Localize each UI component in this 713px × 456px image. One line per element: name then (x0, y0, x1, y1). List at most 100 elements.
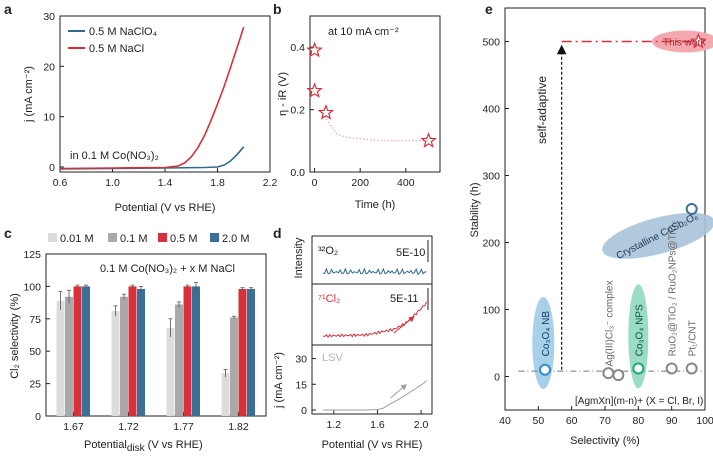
panel-d-lsv-ytick-label: 15 (295, 379, 307, 391)
panel-e-bottom-note: [AgmXn](m-n)+ (X = Cl, Br, I) (575, 396, 703, 407)
panel-a-xtick-label: 1.0 (105, 177, 120, 189)
point-5 (685, 362, 698, 375)
panel-e-ticks: 40 50 60 70 80 90 100 0 100 200 300 400 500 (482, 37, 713, 428)
panel-c-ytick-label: 50 (29, 346, 41, 358)
panel-d-o2-label: ³²O₂ (318, 245, 338, 257)
panel-d-cl2-scale: 5E-11 (390, 293, 419, 305)
legend-label-001M: 0.01 M (60, 233, 94, 245)
point-this-work (690, 32, 707, 49)
panel-c-xtick-label: 1.77 (173, 421, 194, 433)
panel-e-ytick-label: 0 (494, 372, 500, 384)
panel-a-ytick-label: 30 (43, 11, 55, 23)
legend-label-nacl: 0.5 M NaCl (89, 43, 144, 55)
panel-d-frame (311, 235, 433, 415)
panel-e-ylabel: Stability (h) (469, 182, 481, 237)
panel-d-intensity-label: Intensity (293, 237, 305, 278)
panel-d-cl2-label: ⁷¹Cl₂ (318, 293, 340, 305)
panel-d-lsv-arrow (390, 384, 408, 399)
bar-05M-1.82 (238, 289, 247, 416)
panel-b-ylabel: η - iR (V) (277, 72, 289, 116)
panel-c-xlabel-main: Potential (84, 439, 127, 451)
panel-d-ticks: 1.2 1.6 2.0 0 15 30 (295, 354, 428, 431)
panel-d-lsv-ytick-label: 30 (295, 354, 307, 366)
panel-d-o2-trace (322, 267, 427, 276)
panel-e-ytick-label: 100 (482, 305, 500, 317)
panel-c-xtick-label: 1.82 (228, 421, 249, 433)
bar-01M-1.67 (65, 296, 73, 416)
panel-c-bars (56, 282, 255, 416)
point-1 (602, 367, 615, 380)
panel-b-ytick-label: 0.2 (290, 105, 305, 117)
panel-a-xtick-label: 1.8 (210, 177, 225, 189)
bar-05M-1.72 (128, 286, 137, 416)
legend-label-05M: 0.5 M (170, 233, 198, 245)
panel-b-xtick-label: 200 (351, 177, 369, 189)
panel-b-xtick-label: 400 (397, 177, 415, 189)
panel-c-ytick-label: 0 (35, 411, 41, 423)
panel-c-frame (45, 253, 267, 417)
panel-a-xlabel: Potential (V vs RHE) (115, 202, 216, 214)
label-ruo2: RuO₂@TiO₂ / RuO₂NPs@TiO₂ (668, 221, 679, 357)
highlight-cosb2o6 (602, 212, 713, 259)
bar-20M-1.77 (192, 286, 200, 416)
label-agcl-complex: Ag(III)Cl₃⁻ complex (604, 280, 615, 366)
panel-e-xtick-label: 100 (696, 415, 713, 427)
panel-c-xtick-label: 1.67 (63, 421, 84, 433)
panel-e-label: e (485, 1, 493, 17)
panel-e-xtick-label: 40 (499, 415, 511, 427)
panel-d-lsv-ylabel: j (mA cm⁻²) (273, 352, 285, 409)
label-pt1-cnt: Pt₁/CNT (688, 320, 699, 356)
bar-01M-1.82 (230, 317, 238, 416)
bar-05M-1.77 (183, 286, 192, 416)
panel-a-frame (59, 15, 271, 173)
panel-a-ytick-label: 20 (43, 61, 55, 73)
panel-a-lines (59, 26, 245, 170)
bar-001M-1.77 (166, 327, 175, 416)
bar-001M-1.72 (111, 311, 120, 416)
panel-d-xtick-label: 1.6 (370, 419, 385, 431)
panel-d-xtick-label: 2.0 (414, 419, 429, 431)
series-line-nacl (59, 26, 245, 170)
panel-e-xlabel: Selectivity (%) (570, 435, 640, 447)
panel-d-lsv-trace (322, 380, 427, 411)
bar-001M-1.82 (221, 373, 230, 416)
bar-01M-1.72 (120, 296, 128, 416)
panel-c-xlabel: Potentialdisk (V vs RHE) (84, 439, 203, 454)
panel-e-this-work-label: This work (663, 38, 707, 49)
panel-b-annotation: at 10 mA cm⁻² (328, 26, 399, 38)
panel-a-xtick-label: 2.2 (263, 177, 278, 189)
point-3 (632, 362, 645, 375)
panel-b-ticks: 0 200 400 0.0 0.2 0.4 (290, 42, 414, 189)
panel-b-xlabel: Time (h) (355, 199, 396, 211)
bar-20M-1.72 (137, 289, 145, 416)
point-cosb2o6 (685, 203, 698, 215)
panel-b-frame (309, 15, 441, 173)
panel-b-label: b (273, 1, 282, 17)
panel-c-ticks: 0 25 50 75 100 125 1.67 1.72 1.77 1.82 (23, 249, 248, 433)
legend-swatch-20M (210, 233, 219, 242)
legend-label-01M: 0.1 M (120, 233, 148, 245)
panel-d-label: d (273, 225, 282, 241)
panel-e-xtick-label: 90 (666, 415, 678, 427)
panel-a-xtick-label: 0.6 (53, 177, 68, 189)
panel-b-star-point (317, 104, 335, 120)
panel-a: a 0.6 1.0 1.4 1.8 2.2 0 10 20 30 j (mA cm⁻²) Pot… (4, 1, 277, 214)
panel-b-marks (306, 41, 437, 148)
panel-e-arrow-label: self-adaptive (535, 76, 549, 144)
panel-c-label: c (4, 225, 12, 241)
panel-b-star-point (306, 82, 323, 98)
panel-d-lsv-label: LSV (322, 352, 343, 364)
panel-e-ytick-label: 300 (482, 171, 500, 183)
panel-c-annotation: 0.1 M Co(NO₃)₂ + x M NaCl (100, 263, 235, 275)
panel-d-lsv-ytick-label: 0 (301, 405, 307, 417)
panel-e-xtick-label: 60 (566, 415, 578, 427)
panel-d-xtick-label: 1.2 (327, 419, 342, 431)
panel-e-xtick-label: 50 (532, 415, 544, 427)
panel-b-xtick-label: 0 (312, 177, 318, 189)
panel-c-xtick-label: 1.72 (118, 421, 139, 433)
panel-c: c 0.01 M 0.1 M 0.5 M 2.0 M 0 25 50 75 100 125 1.6… (4, 225, 267, 454)
panel-e-highlights (532, 30, 713, 389)
panel-a-ytick-label: 0 (49, 162, 55, 174)
